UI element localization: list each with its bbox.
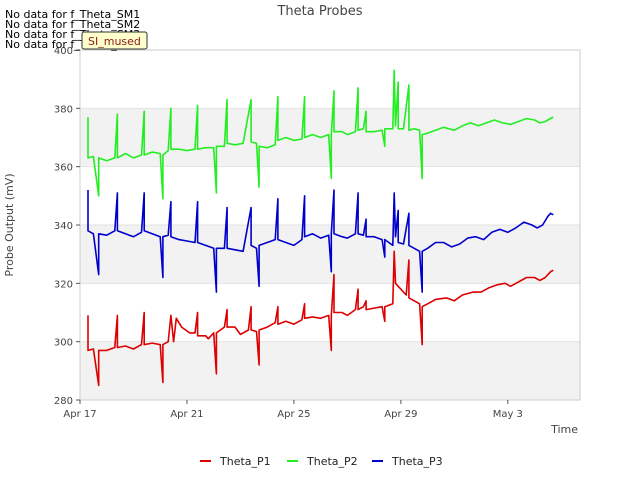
no-data-note: No data for f_Theta_SM1 bbox=[5, 8, 140, 21]
y-tick-label: 360 bbox=[54, 163, 73, 174]
legend-label: Theta_P3 bbox=[391, 455, 443, 468]
legend-label: Theta_P1 bbox=[219, 455, 271, 468]
x-axis-ticks: Apr 17 Apr 21 Apr 25 Apr 29 May 3 bbox=[63, 400, 523, 420]
y-tick-label: 340 bbox=[54, 221, 73, 232]
si-badge: SI_mused bbox=[81, 31, 148, 50]
series-line-theta-p2 bbox=[87, 69, 554, 200]
x-tick-label: Apr 17 bbox=[63, 409, 96, 420]
x-tick-label: May 3 bbox=[493, 409, 523, 420]
legend-label: Theta_P2 bbox=[306, 455, 358, 468]
y-axis-label: Probe Output (mV) bbox=[3, 173, 16, 276]
x-tick-label: Apr 25 bbox=[277, 409, 310, 420]
x-tick-label: Apr 21 bbox=[170, 409, 203, 420]
y-tick-label: 380 bbox=[54, 104, 73, 115]
x-tick-label: Apr 29 bbox=[384, 409, 417, 420]
chart-title: Theta Probes bbox=[276, 4, 362, 19]
si-badge-label: SI_mused bbox=[88, 35, 141, 48]
y-tick-label: 280 bbox=[54, 396, 73, 407]
x-axis-label: Time bbox=[550, 423, 578, 436]
series-line-theta-p1 bbox=[87, 250, 554, 387]
y-tick-label: 400 bbox=[54, 46, 73, 57]
series-layer bbox=[87, 69, 554, 387]
y-tick-label: 300 bbox=[54, 338, 73, 349]
y-axis-ticks: 280 300 320 340 360 380 400 bbox=[54, 46, 80, 407]
no-data-note: No data for f_Theta_SM2 bbox=[5, 18, 140, 31]
legend: Theta_P1 Theta_P2 Theta_P3 bbox=[200, 455, 443, 468]
y-tick-label: 320 bbox=[54, 279, 73, 290]
background-band bbox=[80, 341, 580, 400]
series-line-theta-p3 bbox=[87, 189, 554, 293]
si-badge-box bbox=[81, 31, 148, 50]
